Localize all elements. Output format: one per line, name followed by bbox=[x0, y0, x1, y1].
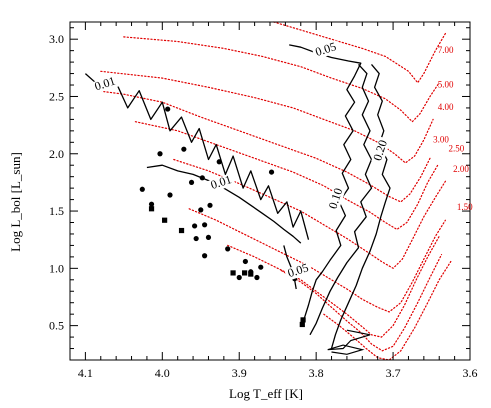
y-tick-label: 3.0 bbox=[49, 32, 64, 46]
contour-label: 0.20 bbox=[370, 138, 390, 162]
data-point-circle bbox=[192, 223, 198, 229]
data-point-circle bbox=[148, 201, 155, 207]
contour-label-bg bbox=[284, 261, 313, 281]
mass-track-label: 3.00 bbox=[433, 134, 449, 144]
y-tick-label: 1.5 bbox=[49, 204, 64, 218]
mass-track bbox=[188, 208, 446, 313]
mass-track bbox=[100, 70, 434, 164]
x-tick-label: 4.1 bbox=[78, 366, 93, 380]
mass-track-label: 5.00 bbox=[438, 79, 454, 89]
contour-label-bg bbox=[91, 74, 120, 95]
data-point-circle bbox=[254, 274, 260, 281]
data-point-square bbox=[242, 270, 248, 276]
x-tick-label: 4.0 bbox=[155, 366, 170, 380]
data-point-circle bbox=[167, 192, 173, 198]
mass-track bbox=[123, 36, 440, 123]
data-point-circle bbox=[188, 179, 195, 186]
data-point-circle bbox=[198, 207, 204, 213]
x-tick-label: 3.7 bbox=[386, 366, 401, 380]
y-tick-label: 1.0 bbox=[49, 261, 64, 275]
mass-track bbox=[173, 158, 446, 270]
mass-track bbox=[227, 235, 440, 338]
data-point-circle bbox=[268, 169, 275, 175]
labels-layer: 7.00 5.00 4.00 3.002.50 2.00 1.50 0.01 0.01 0.05… bbox=[91, 39, 473, 281]
y-tick-label: 0.5 bbox=[49, 319, 64, 333]
mass-track bbox=[134, 121, 439, 231]
data-point-circle bbox=[157, 151, 163, 157]
data-point-circle bbox=[207, 202, 213, 208]
contour-label-bg bbox=[207, 173, 236, 193]
data-point-circle bbox=[165, 106, 171, 112]
data-point-square bbox=[299, 321, 305, 328]
contour-line bbox=[309, 63, 373, 336]
data-point-circle bbox=[242, 258, 248, 265]
mass-track-label: 2.00 bbox=[453, 164, 469, 174]
contour-line bbox=[289, 44, 362, 321]
contour-label: 0.10 bbox=[326, 186, 346, 210]
data-point-circle bbox=[205, 234, 212, 241]
mass-track bbox=[273, 21, 446, 84]
zams-segment bbox=[327, 329, 371, 355]
data-point-circle bbox=[258, 264, 264, 270]
x-axis-title: Log T_eff [K] bbox=[229, 386, 303, 401]
data-point-circle bbox=[193, 235, 199, 242]
data-point-circle bbox=[236, 274, 242, 281]
axes-layer: 4.1 4.0 3.9 3.8 3.7 3.6 0.5 1.0 1.5 2.0 2.5 3.0 bbox=[49, 21, 478, 380]
contour-label: 0.05 bbox=[286, 260, 310, 280]
contour-label-bg bbox=[371, 136, 391, 165]
y-axis-title: Log L_bol [L_sun] bbox=[8, 152, 23, 252]
data-point-square bbox=[230, 270, 236, 276]
mass-track-label: 7.00 bbox=[438, 45, 454, 55]
data-point-square bbox=[248, 271, 254, 277]
contour-line bbox=[330, 63, 391, 349]
data-point-circle bbox=[139, 186, 145, 192]
data-point-circle bbox=[202, 253, 208, 259]
x-tick-label: 3.9 bbox=[232, 366, 247, 380]
contour-label-bg bbox=[326, 184, 347, 213]
y-tick-label: 2.0 bbox=[49, 147, 64, 161]
contour-label: 0.01 bbox=[93, 74, 117, 94]
contour-label: 0.01 bbox=[209, 172, 233, 192]
data-point-circle bbox=[216, 159, 222, 165]
mass-tracks-layer bbox=[96, 21, 452, 361]
data-points-layer bbox=[139, 106, 306, 328]
contours-layer bbox=[84, 44, 391, 355]
data-point-square bbox=[300, 317, 306, 323]
mass-track-label: 1.50 bbox=[457, 202, 473, 212]
data-point-circle bbox=[225, 246, 231, 252]
data-point-circle bbox=[181, 146, 187, 152]
data-point-square bbox=[162, 217, 168, 223]
mass-track-label: 4.00 bbox=[438, 102, 454, 112]
contour-line bbox=[146, 164, 302, 244]
y-tick-label: 2.5 bbox=[49, 89, 64, 103]
data-point-circle bbox=[199, 175, 205, 181]
x-tick-label: 3.8 bbox=[309, 366, 324, 380]
x-tick-label: 3.6 bbox=[463, 366, 478, 380]
data-point-circle bbox=[202, 222, 208, 228]
contour-label-bg bbox=[311, 40, 341, 60]
mass-track-label: 2.50 bbox=[448, 143, 464, 153]
data-point-square bbox=[148, 206, 155, 212]
contour-line bbox=[84, 73, 310, 240]
contour-label: 0.05 bbox=[314, 39, 338, 59]
mass-track bbox=[280, 254, 443, 352]
data-point-square bbox=[178, 227, 185, 234]
